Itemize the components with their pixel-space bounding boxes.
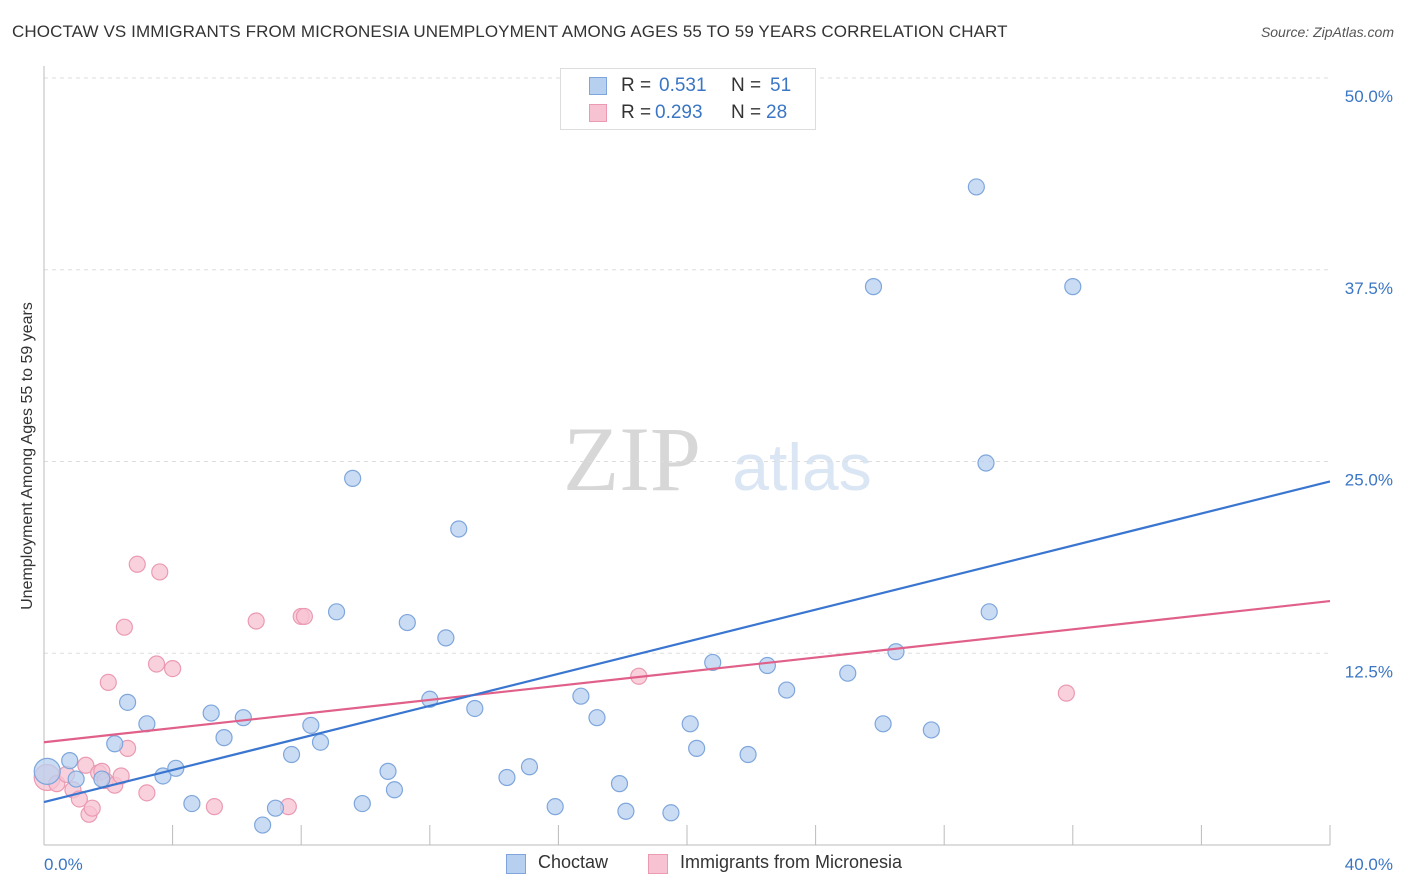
choctaw-point bbox=[498, 768, 516, 787]
choctaw-point bbox=[704, 653, 722, 672]
x-tick-label-min: 0.0% bbox=[44, 855, 83, 874]
micronesia-point bbox=[295, 607, 314, 626]
y-tick-label: 25.0% bbox=[1345, 471, 1393, 490]
choctaw-point bbox=[379, 762, 397, 780]
micronesia-legend-label: Immigrants from Micronesia bbox=[680, 852, 903, 872]
choctaw-point bbox=[437, 629, 455, 647]
choctaw-point bbox=[93, 770, 111, 788]
choctaw-trend-line bbox=[43, 480, 1331, 804]
choctaw-point bbox=[977, 454, 995, 472]
x-tick-label-max: 40.0% bbox=[1345, 855, 1393, 874]
source-credit: Source: ZipAtlas.com bbox=[1260, 24, 1394, 40]
micronesia-point bbox=[205, 798, 223, 816]
choctaw-point bbox=[887, 643, 905, 661]
micronesia-point bbox=[128, 555, 146, 573]
choctaw-point bbox=[282, 745, 301, 764]
tick-labels: 12.5% 25.0% 37.5% 50.0% 0.0% 40.0% bbox=[44, 87, 1393, 874]
chart-title: CHOCTAW VS IMMIGRANTS FROM MICRONESIA UN… bbox=[12, 22, 1008, 41]
choctaw-legend-label: Choctaw bbox=[538, 852, 609, 872]
stats-legend: R = 0.531 N = 51 R = 0.293 N = 28 bbox=[560, 68, 816, 130]
choctaw-point bbox=[967, 178, 985, 196]
micronesia-point bbox=[77, 756, 95, 774]
choctaw-point bbox=[874, 715, 892, 733]
choctaw-point bbox=[739, 745, 757, 764]
choctaw-point bbox=[688, 739, 706, 757]
choctaw-point bbox=[980, 603, 998, 621]
choctaw-point bbox=[588, 709, 606, 727]
r-label: R = bbox=[621, 102, 652, 123]
choctaw-point bbox=[353, 794, 371, 813]
micronesia-point bbox=[1057, 684, 1075, 702]
y-tick-label: 37.5% bbox=[1345, 279, 1393, 298]
micronesia-legend-swatch bbox=[648, 854, 668, 874]
choctaw-point bbox=[450, 520, 468, 538]
n-value: 51 bbox=[770, 75, 792, 96]
trend-lines bbox=[43, 480, 1331, 804]
choctaw-point bbox=[61, 752, 79, 770]
choctaw-point bbox=[302, 716, 320, 734]
r-label: R = bbox=[621, 75, 652, 96]
micronesia-point bbox=[164, 659, 182, 678]
choctaw-point bbox=[106, 735, 124, 753]
watermark-atlas: atlas bbox=[732, 430, 871, 504]
choctaw-point bbox=[327, 603, 346, 621]
micronesia-point bbox=[83, 799, 101, 817]
choctaw-point bbox=[215, 729, 233, 747]
choctaw-point bbox=[681, 715, 699, 733]
micronesia-point bbox=[112, 767, 130, 785]
micronesia-point bbox=[115, 618, 133, 636]
choctaw-point bbox=[1064, 278, 1082, 296]
watermark-zip: ZIP bbox=[563, 408, 701, 510]
micronesia-point bbox=[147, 655, 166, 673]
choctaw-point bbox=[546, 798, 564, 816]
choctaw-point bbox=[758, 656, 776, 675]
choctaw-point bbox=[839, 664, 857, 682]
choctaw-point bbox=[466, 699, 484, 718]
choctaw-point bbox=[67, 770, 85, 788]
y-tick-label: 50.0% bbox=[1345, 87, 1393, 106]
micronesia-point bbox=[138, 784, 156, 802]
choctaw-legend-swatch bbox=[506, 854, 526, 874]
choctaw-point bbox=[398, 613, 416, 632]
data-points bbox=[33, 178, 1082, 834]
choctaw-point bbox=[234, 709, 252, 727]
micronesia-point bbox=[151, 563, 169, 581]
choctaw-point bbox=[662, 804, 680, 822]
axes bbox=[43, 66, 1331, 846]
micronesia-swatch bbox=[589, 104, 607, 122]
choctaw-point bbox=[385, 781, 404, 799]
choctaw-point bbox=[520, 758, 539, 776]
choctaw-point bbox=[864, 278, 883, 296]
r-value: 0.531 bbox=[659, 75, 707, 96]
choctaw-swatch bbox=[589, 77, 607, 95]
choctaw-point bbox=[922, 721, 940, 739]
choctaw-point bbox=[254, 816, 272, 834]
gridlines bbox=[44, 77, 1330, 654]
y-tick-label: 12.5% bbox=[1345, 662, 1393, 681]
n-label: N = bbox=[731, 75, 762, 96]
choctaw-point bbox=[311, 733, 330, 751]
choctaw-point bbox=[344, 469, 362, 487]
r-value: 0.293 bbox=[655, 102, 703, 123]
choctaw-point bbox=[610, 775, 629, 793]
choctaw-point bbox=[778, 681, 796, 699]
micronesia-point bbox=[99, 673, 117, 691]
n-label: N = bbox=[731, 102, 762, 123]
choctaw-point bbox=[118, 693, 137, 711]
watermark: ZIP atlas bbox=[563, 408, 872, 510]
choctaw-point bbox=[33, 757, 61, 785]
choctaw-point bbox=[572, 687, 590, 705]
choctaw-point bbox=[617, 802, 635, 820]
micronesia-trend-line bbox=[43, 600, 1331, 744]
choctaw-point bbox=[202, 704, 220, 722]
choctaw-point bbox=[183, 794, 201, 813]
choctaw-point bbox=[266, 799, 285, 817]
n-value: 28 bbox=[766, 102, 788, 123]
micronesia-point bbox=[247, 612, 265, 630]
